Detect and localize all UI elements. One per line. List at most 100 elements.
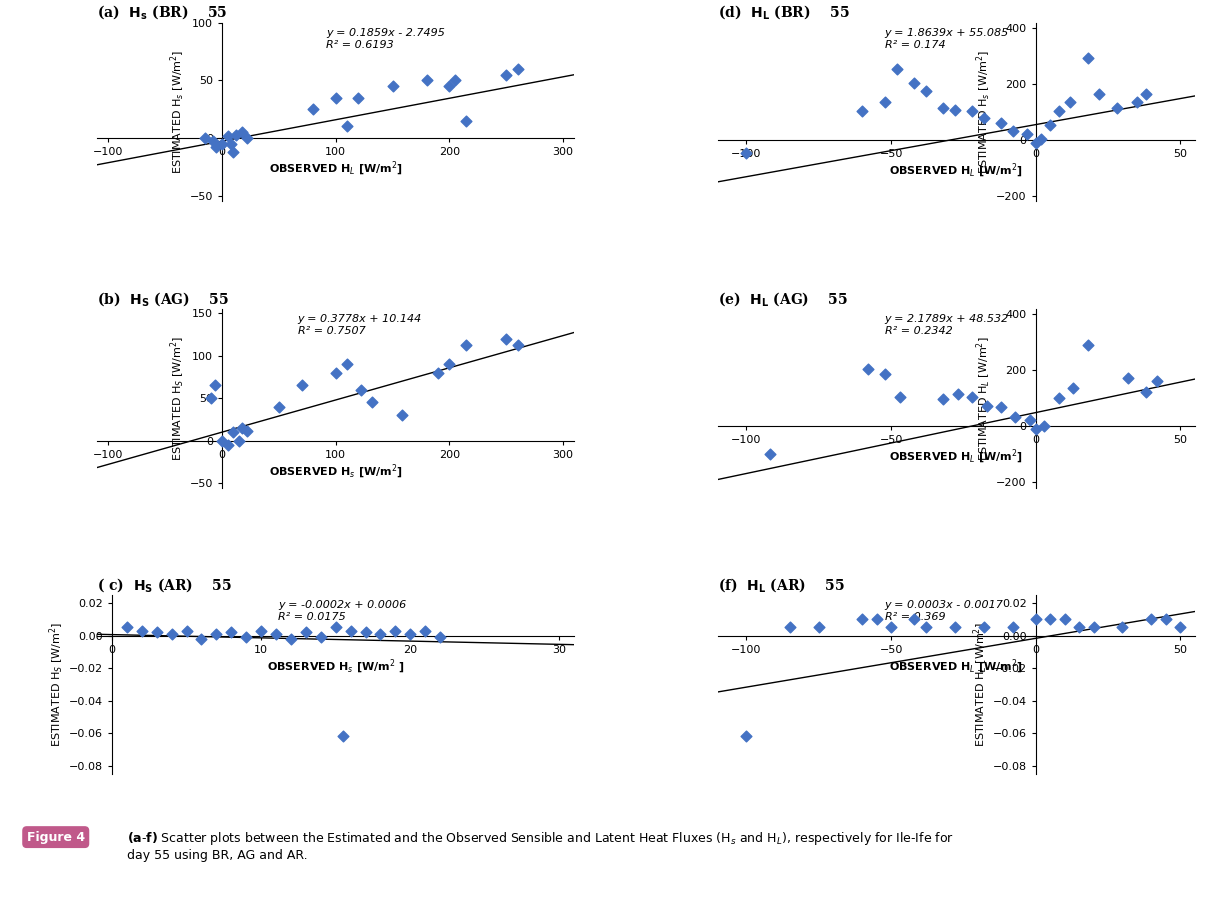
Point [212, 137, 232, 151]
Point [431, 630, 450, 644]
Text: (d)  $\mathbf{H_L}$ (BR)    55: (d) $\mathbf{H_L}$ (BR) 55 [718, 4, 849, 22]
Point [974, 111, 993, 126]
Point [229, 433, 249, 448]
Point [1032, 131, 1052, 146]
Point [916, 620, 935, 634]
Text: (a)  $\mathbf{H_s}$ (BR)    55: (a) $\mathbf{H_s}$ (BR) 55 [97, 4, 228, 22]
Point [355, 625, 375, 640]
Text: (f)  $\mathbf{H_L}$ (AR)    55: (f) $\mathbf{H_L}$ (AR) 55 [718, 576, 844, 594]
Point [991, 116, 1010, 130]
Point [945, 102, 964, 117]
X-axis label: OBSERVED H$_L$ [W/m$^2$]: OBSERVED H$_L$ [W/m$^2$] [889, 162, 1023, 180]
Text: y = 0.1859x - 2.7495
R² = 0.6193: y = 0.1859x - 2.7495 R² = 0.6193 [326, 28, 445, 50]
Point [508, 62, 528, 76]
Point [1070, 620, 1089, 634]
Point [223, 145, 243, 159]
Y-axis label: ESTIMATED H$_s$ [W/m$^2$]: ESTIMATED H$_s$ [W/m$^2$] [975, 50, 993, 175]
Text: y = -0.0002x + 0.0006
R² = 0.0175: y = -0.0002x + 0.0006 R² = 0.0175 [279, 600, 406, 622]
Point [876, 367, 895, 382]
Point [1107, 100, 1127, 115]
Point [1147, 374, 1167, 388]
Point [1171, 620, 1190, 634]
Text: $\mathbf{(a\text{-}f)}$ Scatter plots between the Estimated and the Observed Sen: $\mathbf{(a\text{-}f)}$ Scatter plots be… [127, 830, 955, 862]
Point [890, 389, 910, 404]
Point [1064, 381, 1083, 395]
Point [1006, 410, 1025, 424]
Text: y = 1.8639x + 55.085
R² = 0.174: y = 1.8639x + 55.085 R² = 0.174 [884, 28, 1009, 50]
Point [991, 400, 1010, 414]
Point [1049, 103, 1069, 118]
Point [371, 626, 391, 641]
Point [1026, 136, 1046, 150]
Point [736, 146, 756, 160]
Y-axis label: ESTIMATED H$_s$ [W/m$^2$]: ESTIMATED H$_s$ [W/m$^2$] [169, 50, 187, 175]
X-axis label: OBSERVED H$_L$ [W/m$^2$]: OBSERVED H$_L$ [W/m$^2$] [269, 160, 403, 178]
Point [218, 129, 238, 143]
Point [233, 421, 252, 435]
Point [417, 73, 437, 88]
Point [1135, 87, 1155, 101]
Point [118, 620, 137, 634]
Point [445, 73, 465, 88]
Point [222, 137, 241, 151]
Point [201, 391, 221, 405]
Point [237, 630, 256, 644]
Point [251, 624, 270, 638]
Point [962, 389, 981, 404]
Point [905, 75, 924, 90]
Point [853, 612, 872, 626]
Point [1026, 423, 1046, 437]
Point [218, 438, 238, 452]
Point [326, 366, 346, 380]
Y-axis label: ESTIMATED H$_L$ [W/m$^2$]: ESTIMATED H$_L$ [W/m$^2$] [975, 336, 993, 461]
Point [238, 424, 257, 438]
Y-axis label: ESTIMATED H$_L$ [W/m$^2$]: ESTIMATED H$_L$ [W/m$^2$] [972, 622, 990, 747]
Point [226, 128, 245, 142]
Point [1035, 418, 1054, 433]
Point [1135, 385, 1155, 399]
Point [195, 130, 215, 145]
Point [1018, 127, 1037, 141]
Point [1003, 124, 1023, 138]
Text: y = 0.3778x + 10.144
R² = 0.7507: y = 0.3778x + 10.144 R² = 0.7507 [297, 314, 422, 336]
Point [269, 399, 289, 414]
X-axis label: OBSERVED H$_s$ [W/m$^2$]: OBSERVED H$_s$ [W/m$^2$] [269, 462, 403, 481]
Point [905, 612, 924, 626]
Y-axis label: ESTIMATED H$_S$ [W/m$^2$]: ESTIMATED H$_S$ [W/m$^2$] [169, 336, 187, 461]
Point [962, 103, 981, 118]
Point [934, 100, 953, 115]
Point [233, 125, 252, 139]
Point [439, 357, 459, 371]
Point [1112, 620, 1132, 634]
Point [1026, 612, 1046, 626]
Point [212, 433, 232, 448]
Point [267, 626, 286, 641]
Point [416, 624, 435, 638]
Point [916, 84, 935, 99]
Point [383, 79, 403, 93]
Point [1041, 119, 1060, 133]
Point [296, 625, 315, 640]
Point [192, 632, 211, 646]
Point [456, 338, 475, 353]
Point [292, 378, 312, 393]
Text: y = 2.1789x + 48.532
R² = 0.2342: y = 2.1789x + 48.532 R² = 0.2342 [884, 314, 1009, 336]
Point [496, 331, 516, 346]
Point [311, 630, 330, 644]
Point [1055, 612, 1075, 626]
Point [736, 729, 756, 744]
Point [1089, 87, 1109, 101]
Text: (b)  $\mathbf{H_S}$ (AG)    55: (b) $\mathbf{H_S}$ (AG) 55 [97, 290, 229, 308]
Point [363, 395, 382, 410]
X-axis label: OBSERVED H$_L$ [W/m$^2$]: OBSERVED H$_L$ [W/m$^2$] [889, 448, 1023, 466]
Point [867, 612, 887, 626]
X-axis label: OBSERVED H$_L$ [W/m$^2$]: OBSERVED H$_L$ [W/m$^2$] [889, 657, 1023, 675]
Point [1041, 612, 1060, 626]
Point [147, 625, 166, 640]
Point [887, 62, 906, 76]
Point [1127, 95, 1146, 110]
Point [876, 95, 895, 110]
Point [238, 130, 257, 145]
Point [223, 425, 243, 440]
Point [439, 79, 459, 93]
